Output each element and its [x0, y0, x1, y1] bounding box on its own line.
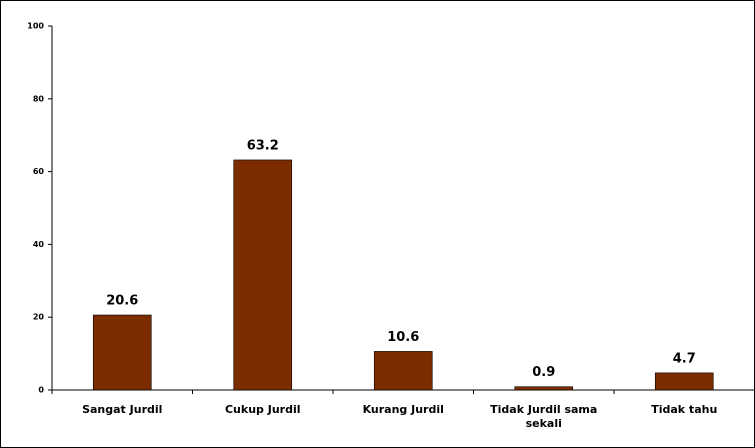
- bar: [373, 351, 433, 391]
- y-tick-label: 40: [33, 240, 45, 249]
- y-tick-label: 60: [33, 167, 45, 176]
- x-tick-label: Sangat Jurdil: [82, 403, 162, 416]
- data-label: 20.6: [106, 294, 138, 309]
- data-label: 10.6: [387, 330, 419, 345]
- x-tick-label: Cukup Jurdil: [225, 403, 301, 416]
- y-tick-label: 100: [27, 22, 44, 31]
- data-label: 0.9: [532, 365, 555, 380]
- bar: [514, 386, 574, 391]
- bar: [92, 314, 152, 391]
- x-tick-label: Tidak Jurdil sama sekali: [490, 403, 597, 430]
- x-tick-label: Kurang Jurdil: [363, 403, 444, 416]
- data-label: 4.7: [673, 351, 696, 366]
- y-tick-label: 0: [38, 386, 44, 395]
- x-tick-label: Tidak tahu: [651, 403, 717, 416]
- bar: [654, 372, 714, 391]
- y-tick-label: 20: [33, 313, 45, 322]
- y-tick-label: 80: [33, 94, 45, 103]
- bar: [233, 159, 293, 391]
- data-label: 63.2: [247, 138, 279, 153]
